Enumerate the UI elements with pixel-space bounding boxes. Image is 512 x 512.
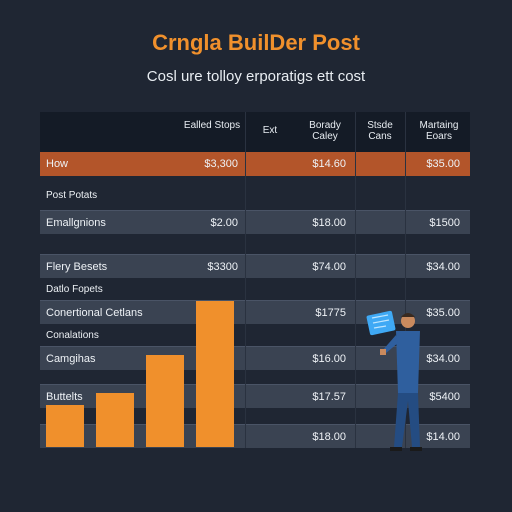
column-header: Ealled Stops	[183, 120, 241, 131]
row-label: How	[46, 158, 69, 170]
section-label: Conalations	[46, 330, 99, 341]
column-header: Borady Caley	[309, 120, 341, 142]
cell-value: $35.00	[426, 307, 460, 319]
page-title: Crngla BuilDer Post	[152, 30, 360, 55]
row-label: Buttelts	[46, 391, 83, 403]
table-section: Datlo Fopets	[40, 278, 470, 302]
cell-value: $34.00	[426, 261, 460, 273]
cell-value: $74.00	[312, 261, 346, 273]
cell-value: $14.60	[312, 158, 346, 170]
page-subtitle: Cosl ure tolloy erporatigs ett cost	[146, 68, 366, 85]
presenter-illustration	[366, 310, 422, 451]
row-label: Emallgnions	[46, 217, 106, 229]
table-row[interactable]: How $3,300 $14.60 $35.00	[40, 152, 470, 176]
table-row[interactable]: Flery Besets $3300 $74.00 $34.00	[40, 254, 470, 278]
section-label: Datlo Fopets	[46, 284, 103, 295]
cell-value: $3300	[207, 261, 238, 273]
column-divider	[245, 112, 246, 448]
table-header: Ealled Stops Ext Borady Caley Stsde Cans…	[40, 112, 470, 152]
cell-value: $1775	[315, 307, 346, 319]
table-section: Post Potats	[40, 184, 470, 208]
cell-value: $5400	[429, 391, 460, 403]
table-section: Conalations	[40, 324, 470, 348]
cell-value: $35.00	[426, 158, 460, 170]
column-divider	[355, 112, 356, 448]
cell-value: $3,300	[204, 158, 238, 170]
section-label: Post Potats	[46, 190, 98, 201]
column-header: Martaing Eoars	[419, 120, 459, 142]
column-divider	[405, 112, 406, 448]
cell-value: $17.57	[312, 391, 346, 403]
cell-value: $18.00	[312, 431, 346, 443]
cell-value: $14.00	[426, 431, 460, 443]
row-label: Flery Besets	[46, 261, 108, 273]
cell-value: $34.00	[426, 353, 460, 365]
cell-value: $1500	[429, 217, 460, 229]
cell-value: $2.00	[210, 217, 238, 229]
cell-value: $16.00	[312, 353, 346, 365]
table-row[interactable]: Conertional Cetlans $1775 $35.00	[40, 300, 470, 324]
table-row[interactable]: Emallgnions $2.00 $18.00 $1500	[40, 210, 470, 234]
column-header: Ext	[262, 125, 278, 136]
row-label: Conertional Cetlans	[46, 307, 143, 319]
cell-value: $18.00	[312, 217, 346, 229]
row-label: Camgihas	[46, 353, 96, 365]
column-header: Stsde Cans	[367, 120, 393, 142]
